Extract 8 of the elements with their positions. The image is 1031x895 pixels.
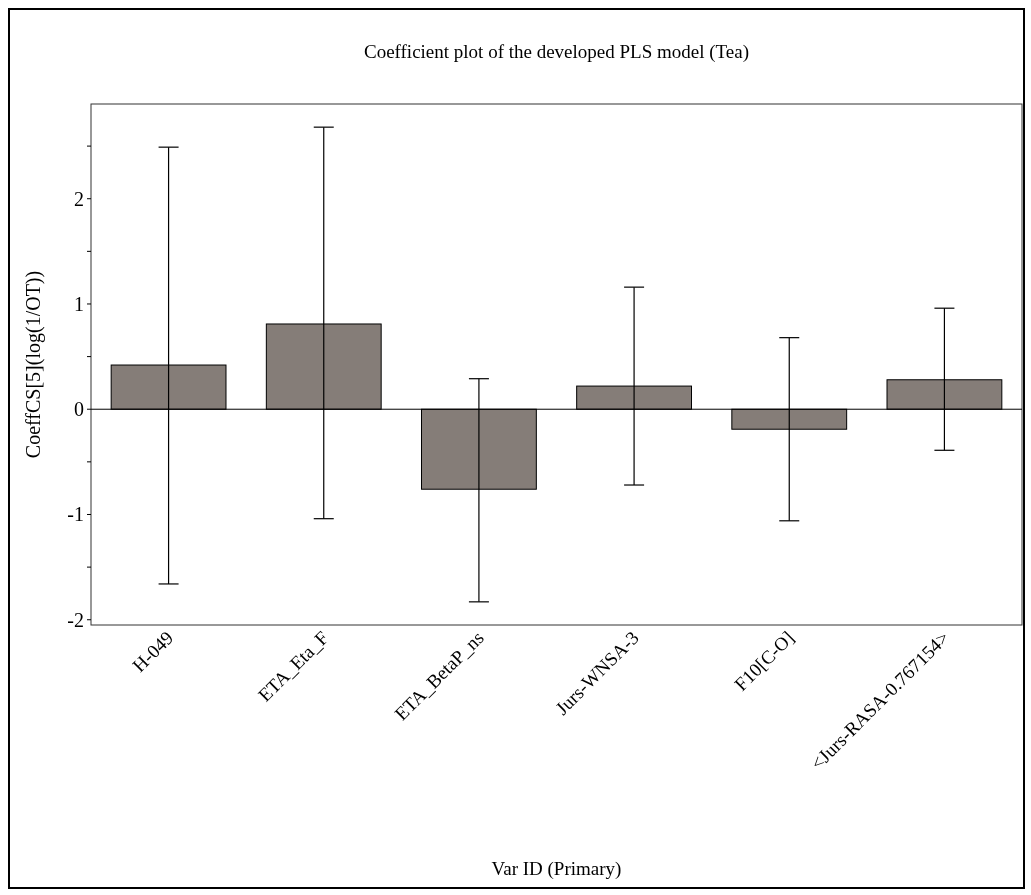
y-tick-label: 0 <box>74 398 84 421</box>
x-axis-title: Var ID (Primary) <box>491 858 622 880</box>
y-tick-label: 1 <box>74 292 84 315</box>
y-tick-label: -2 <box>67 608 84 631</box>
y-axis-title: CoeffCS[5](log(1/OT)) <box>22 270 45 459</box>
chart-title: Coefficient plot of the developed PLS model (Tea) <box>363 41 750 63</box>
y-tick-label: 2 <box>74 187 84 210</box>
y-tick-label: -1 <box>67 503 84 526</box>
